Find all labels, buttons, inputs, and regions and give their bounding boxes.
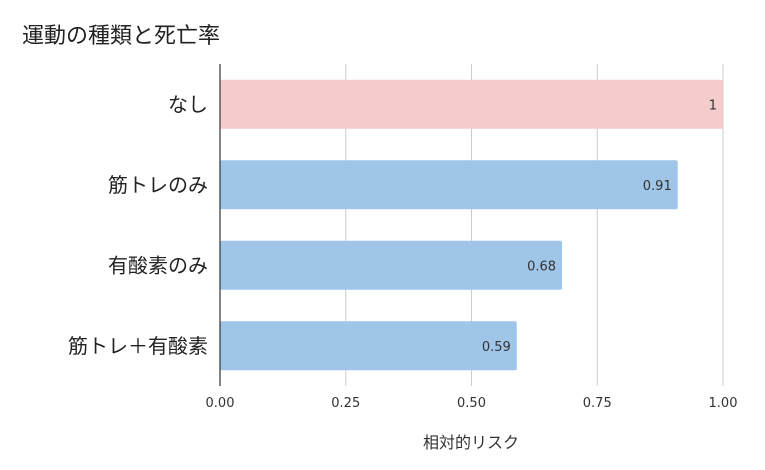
chart-title: 運動の種類と死亡率	[22, 24, 221, 49]
bar	[220, 79, 723, 129]
x-tick-label: 0.00	[206, 396, 235, 411]
data-label: 0.59	[482, 340, 511, 355]
bar	[220, 160, 678, 210]
x-axis-title: 相対的リスク	[423, 433, 519, 452]
x-tick-label: 0.50	[457, 396, 486, 411]
bar	[220, 240, 563, 290]
x-tick-label: 1.00	[709, 396, 738, 411]
x-tick-label: 0.25	[331, 396, 360, 411]
data-label: 0.91	[643, 179, 672, 194]
category-label: なし	[168, 92, 208, 116]
category-label: 有酸素のみ	[108, 253, 208, 277]
data-label: 0.68	[527, 259, 556, 274]
data-label: 1	[709, 98, 717, 113]
category-label: 筋トレのみ	[108, 173, 208, 197]
x-tick-label: 0.75	[583, 396, 612, 411]
bars: 1 0.91 0.68 0.59	[220, 79, 723, 371]
bar	[220, 321, 517, 371]
category-label: 筋トレ＋有酸素	[68, 334, 208, 358]
